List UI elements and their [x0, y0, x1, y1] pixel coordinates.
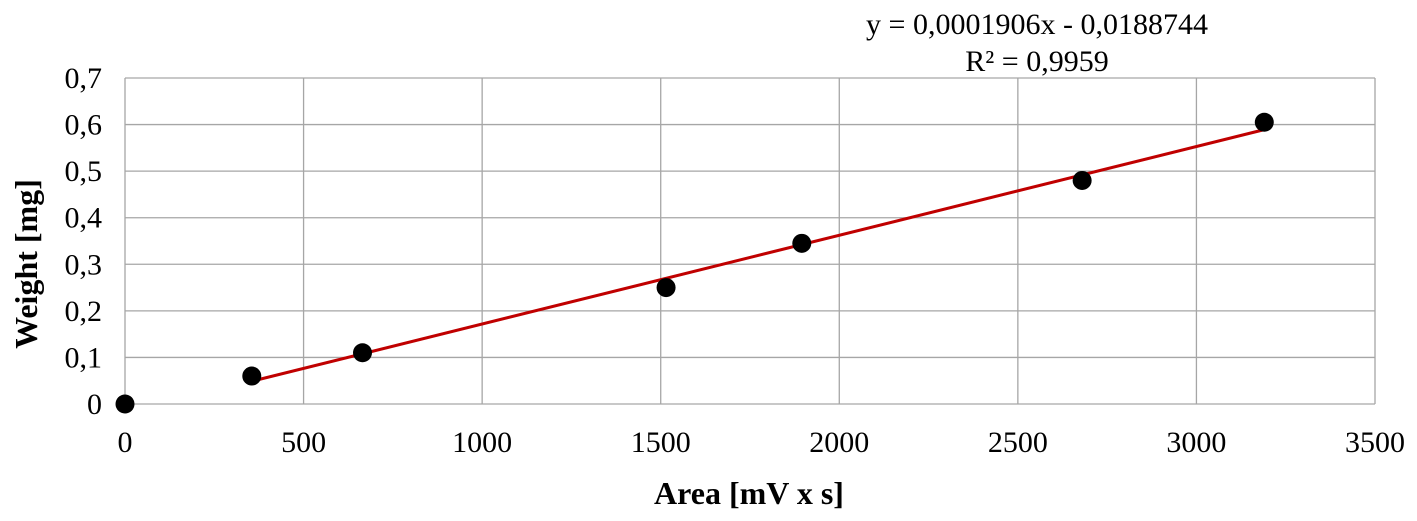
y-tick-label: 0,3	[65, 248, 103, 281]
x-tick-label: 2000	[809, 426, 869, 459]
x-tick-label: 1500	[631, 426, 691, 459]
x-tick-label: 500	[281, 426, 326, 459]
data-points	[115, 112, 1274, 414]
data-point	[1072, 170, 1092, 190]
y-tick-label: 0,7	[65, 62, 103, 95]
trendline-r-squared: R² = 0,9959	[965, 45, 1108, 78]
y-tick-label: 0,6	[65, 109, 103, 142]
x-tick-label: 0	[118, 426, 133, 459]
data-point	[242, 366, 262, 386]
y-tick-label: 0,5	[65, 155, 103, 188]
data-point	[792, 233, 812, 253]
x-tick-label: 2500	[988, 426, 1048, 459]
y-axis-ticks: 0 0,1 0,2 0,3 0,4 0,5 0,6 0,7	[65, 62, 103, 421]
grid	[124, 77, 1376, 405]
y-axis-title: Weight [mg]	[8, 179, 44, 349]
data-point	[656, 278, 676, 298]
data-point	[353, 343, 372, 363]
data-point	[115, 394, 135, 414]
y-tick-label: 0,1	[65, 341, 103, 374]
y-tick-label: 0	[87, 388, 102, 421]
y-tick-label: 0,2	[65, 295, 103, 328]
x-tick-label: 3500	[1345, 426, 1405, 459]
x-axis-title: Area [mV x s]	[654, 475, 844, 511]
data-point	[1254, 112, 1274, 132]
trendline-equation: y = 0,0001906x - 0,0188744	[866, 8, 1208, 41]
x-tick-label: 1000	[452, 426, 512, 459]
x-axis-ticks: 0 500 1000 1500 2000 2500 3000 3500	[118, 426, 1406, 459]
trendline	[251, 128, 1265, 383]
x-tick-label: 3000	[1166, 426, 1226, 459]
trendline-group	[251, 128, 1265, 383]
y-tick-label: 0,4	[65, 202, 103, 235]
